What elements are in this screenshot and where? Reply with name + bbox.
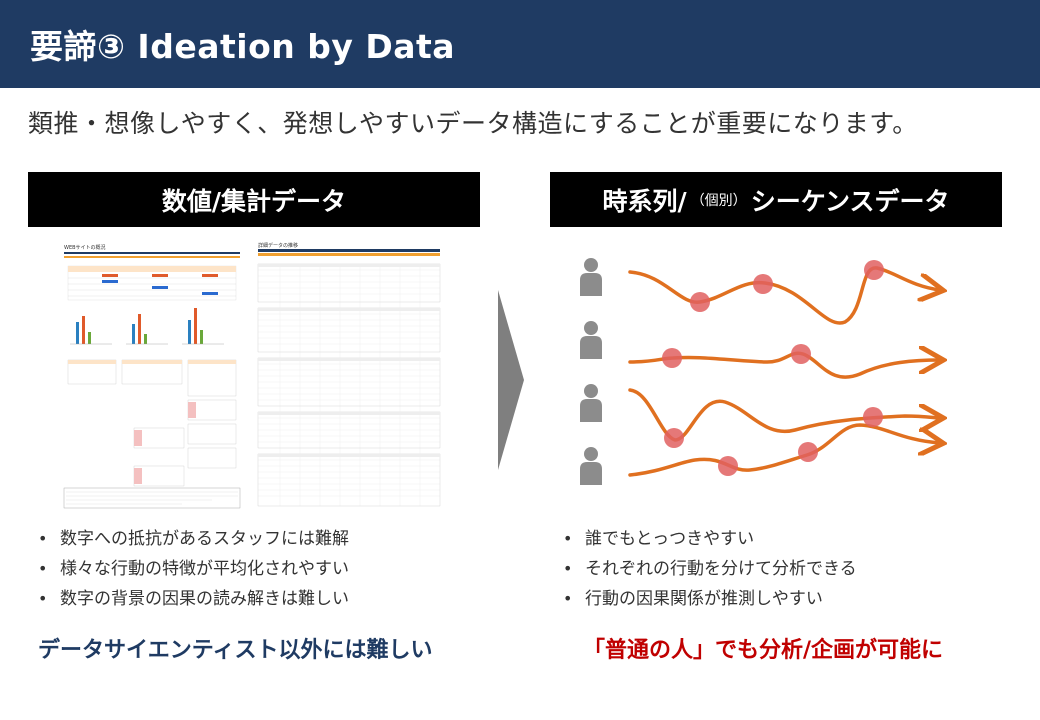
event-dot: [662, 348, 682, 368]
person-icon: [580, 384, 602, 422]
list-item: 数字の背景の因果の読み解きは難しい: [30, 584, 349, 614]
slide-subtitle: 類推・想像しやすく、発想しやすいデータ構造にすることが重要になります。: [28, 109, 918, 138]
list-item: それぞれの行動を分けて分析できる: [555, 554, 857, 584]
person-icon: [580, 258, 602, 296]
page-title: 要諦③ Ideation by Data: [30, 27, 456, 66]
left-panel-heading: 数値/集計データ: [28, 172, 480, 227]
event-dot: [864, 260, 884, 280]
sequence-diagram: [580, 258, 985, 485]
right-bullet-list: 誰でもとっつきやすい それぞれの行動を分けて分析できる 行動の因果関係が推測しや…: [555, 524, 857, 614]
right-heading-main: 時系列/: [602, 186, 687, 216]
person-icon: [580, 447, 602, 485]
right-heading-tail: シーケンスデータ: [750, 186, 950, 216]
person-icon: [580, 321, 602, 359]
summary-spreadsheet-image: WEBサイトの概況: [62, 242, 242, 510]
left-panel-heading-text: 数値/集計データ: [161, 186, 347, 216]
left-conclusion: データサイエンティスト以外には難しい: [38, 638, 433, 663]
event-dot: [690, 292, 710, 312]
right-heading-small: （個別）: [690, 192, 747, 209]
event-dot: [664, 428, 684, 448]
list-item: 様々な行動の特徴が平均化されやすい: [30, 554, 349, 584]
event-dot: [753, 274, 773, 294]
list-item: 行動の因果関係が推測しやすい: [555, 584, 857, 614]
right-panel-heading: 時系列/ （個別） シーケンスデータ: [550, 172, 1002, 227]
event-dot: [863, 407, 883, 427]
list-item: 誰でもとっつきやすい: [555, 524, 857, 554]
list-item: 数字への抵抗があるスタッフには難解: [30, 524, 349, 554]
right-arrow-icon: [498, 290, 524, 470]
right-conclusion: 「普通の人」でも分析/企画が可能に: [583, 638, 944, 663]
sheet1-title: WEBサイトの概況: [64, 244, 106, 251]
detail-spreadsheet-image: 詳細データの推移: [256, 242, 442, 510]
event-dot: [718, 456, 738, 476]
sequence-line: [628, 266, 940, 325]
title-bar: 要諦③ Ideation by Data: [0, 0, 1040, 88]
event-dot: [798, 442, 818, 462]
sheet2-title: 詳細データの推移: [258, 242, 298, 249]
event-dot: [791, 344, 811, 364]
left-bullet-list: 数字への抵抗があるスタッフには難解 様々な行動の特徴が平均化されやすい 数字の背…: [30, 524, 349, 614]
